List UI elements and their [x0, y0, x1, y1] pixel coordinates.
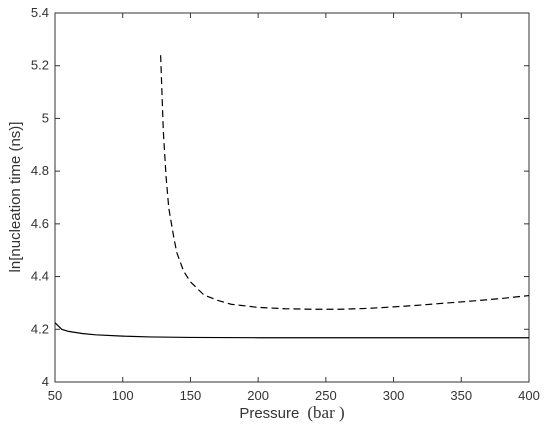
x-tick-label: 50: [48, 388, 62, 403]
y-tick-label: 5.4: [31, 5, 49, 20]
y-tick-label: 4.6: [31, 216, 49, 231]
x-tick-label: 150: [180, 388, 202, 403]
x-axis-label: Pressure (bar ): [239, 403, 344, 422]
y-tick-label: 4.4: [31, 269, 49, 284]
x-axis-label-main: Pressure: [239, 405, 299, 422]
x-tick-label: 200: [247, 388, 269, 403]
y-tick-label: 4.2: [31, 321, 49, 336]
x-tick-label: 100: [112, 388, 134, 403]
plot-area: [54, 12, 530, 383]
y-tick-label: 5: [42, 110, 49, 125]
x-tick-label: 300: [383, 388, 405, 403]
x-tick-label: 350: [450, 388, 472, 403]
y-tick-label: 4.8: [31, 163, 49, 178]
y-tick-label: 5.2: [31, 58, 49, 73]
y-tick-label: 4: [42, 374, 49, 389]
ticks: [54, 12, 530, 383]
tick-labels: 50 100 150 200 250 300 350 400 4 4.2 4.4 4.6 4.8 5 5.2…: [31, 5, 540, 403]
dashed-series-line: [160, 55, 530, 310]
x-axis-label-unit: (bar ): [307, 403, 344, 422]
solid-series-line: [54, 322, 529, 339]
x-tick-label: 250: [315, 388, 337, 403]
x-tick-label: 400: [518, 388, 540, 403]
y-axis-label: ln[nucleation time (ns)]: [7, 122, 24, 273]
series-lines: [54, 55, 530, 339]
